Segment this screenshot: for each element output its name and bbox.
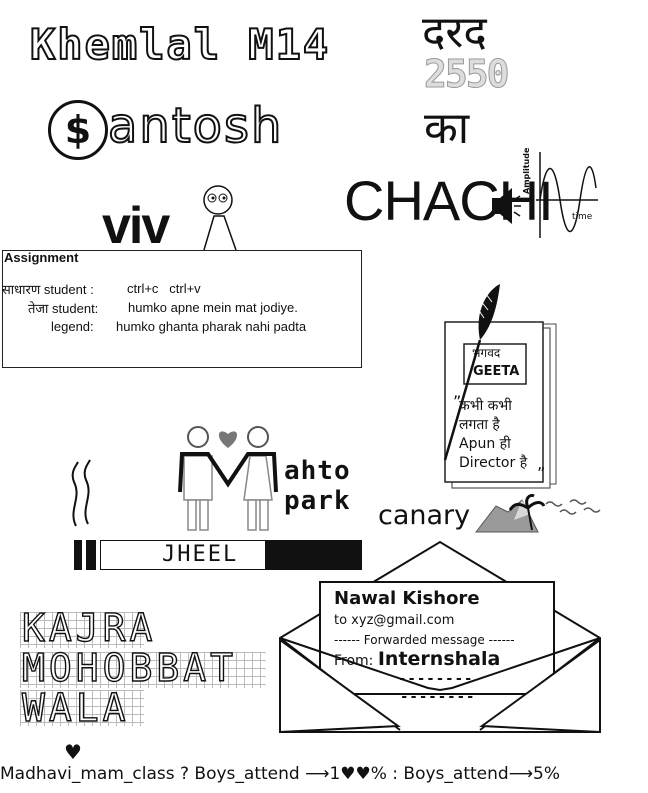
mahto-line-2: park <box>284 486 351 516</box>
book-title-line-1: भगवद <box>472 346 501 360</box>
sine-wave-graph-icon <box>536 152 598 238</box>
book-quote-line-1: कभी कभी <box>459 398 512 414</box>
footer-text: Madhavi_mam_class ? Boys_attend ⟶1♥♥% : … <box>0 764 561 784</box>
assignment-row-3-label: legend: <box>51 319 94 334</box>
khemlal-title: Khemlal M14 <box>29 19 331 70</box>
jheel-bar-left-2 <box>86 540 96 570</box>
sender-name: Nawal Kishore <box>334 588 480 609</box>
open-quote-icon: ” <box>453 392 462 411</box>
book-quote-line-3: Apun ही <box>459 436 511 452</box>
jheel-text: JHEEL <box>162 542 239 567</box>
dash-line-2: -------- <box>400 689 476 705</box>
kajra-line-1: KAJRA <box>21 606 157 650</box>
assignment-row-2-label: तेजा student: <box>28 301 99 316</box>
book-quote-line-2: लगता है <box>459 417 500 433</box>
kajra-line-3: WALA <box>21 686 130 730</box>
hindi-ka-text: का <box>424 103 470 154</box>
speaker-icon <box>492 188 521 224</box>
chachi-text: CHACHI <box>344 169 554 232</box>
steam-icon <box>71 459 91 527</box>
assignment-row-3-value: humko ghanta pharak nahi padta <box>116 319 307 334</box>
jheel-bar-left-1 <box>74 540 82 570</box>
dash-line-1: -------- <box>398 671 474 687</box>
grid-pattern <box>20 612 144 648</box>
from-label: From: <box>334 653 374 669</box>
book-quote: कभी कभी लगता है Apun ही Director है <box>459 397 527 473</box>
grid-pattern <box>20 690 144 726</box>
book-title-line-2: GEETA <box>473 364 520 379</box>
forwarded-line: ------ Forwarded message ------ <box>334 633 515 647</box>
mahto-line-1: ahto <box>284 456 351 486</box>
kajra-line-2: MOHOBBAT <box>21 646 238 690</box>
from-value: Internshala <box>377 648 501 670</box>
assignment-box <box>2 250 362 368</box>
dollar-coin-icon: $ <box>48 100 108 160</box>
mail-to: to xyz@gmail.com <box>334 613 455 628</box>
time-axis-label: time <box>572 212 593 222</box>
viv-text: viv <box>102 197 170 255</box>
envelope-front <box>279 581 601 734</box>
assignment-title: Assignment <box>4 250 79 265</box>
stick-figure-icon <box>203 185 237 251</box>
mail-from: From: Internshala <box>334 648 500 670</box>
jheel-bar-right <box>266 540 362 570</box>
couple-icon <box>178 426 278 531</box>
canary-text: canary <box>378 500 471 531</box>
heart-icon: ♥ <box>64 740 82 764</box>
dotted-number: 2550 <box>424 52 510 97</box>
book-icon <box>443 284 557 489</box>
mahto-park-text: ahto park <box>284 456 351 516</box>
amplitude-axis-label: Amplitude <box>522 147 531 194</box>
grid-pattern <box>20 652 266 688</box>
island-icon <box>474 494 601 533</box>
assignment-row-1-value: ctrl+c ctrl+v <box>127 281 201 296</box>
hindi-dard-text: दरद <box>422 7 487 58</box>
letter-card <box>320 582 554 694</box>
santosh-text: antosh <box>107 97 284 155</box>
assignment-row-2-value: humko apne mein mat jodiye. <box>128 300 298 315</box>
close-quote-icon: „ <box>537 454 546 473</box>
book-quote-line-4: Director है <box>459 455 528 471</box>
assignment-row-1-label: साधारण student : <box>2 282 94 297</box>
jheel-bar-outline <box>100 540 266 570</box>
